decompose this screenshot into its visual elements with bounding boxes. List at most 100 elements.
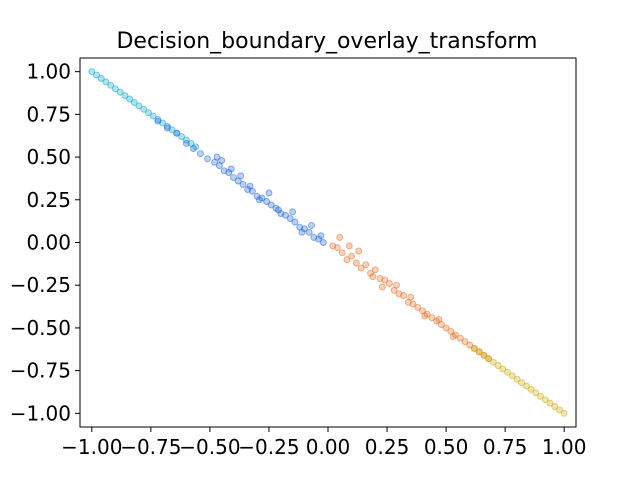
data-point: [556, 406, 563, 414]
data-point: [407, 293, 415, 301]
x-tick-label: −0.25: [238, 435, 299, 459]
data-point: [298, 228, 306, 236]
data-point: [88, 68, 96, 76]
x-tick-label: −0.75: [120, 435, 181, 459]
y-tick-label: 0.75: [26, 102, 71, 126]
data-point: [154, 117, 162, 125]
data-point: [352, 259, 360, 267]
data-point: [551, 403, 559, 410]
data-point: [489, 358, 497, 366]
data-point: [121, 92, 129, 100]
data-point: [126, 95, 134, 103]
data-point: [494, 362, 502, 369]
y-tick-label: 0.00: [26, 231, 71, 255]
data-point: [414, 303, 422, 311]
data-point: [256, 196, 263, 204]
data-point: [333, 244, 341, 252]
data-point: [274, 206, 282, 214]
data-point: [291, 218, 299, 226]
data-point: [267, 201, 275, 209]
data-point: [145, 109, 152, 117]
y-tick-label: −0.25: [10, 273, 71, 297]
series-1: [154, 117, 327, 246]
data-point: [393, 281, 400, 289]
data-point: [428, 314, 436, 322]
data-point: [348, 252, 356, 260]
data-point: [111, 85, 119, 93]
x-tick-label: 0.75: [483, 435, 528, 459]
data-point: [369, 273, 377, 281]
data-point: [381, 276, 389, 284]
y-tick-label: −1.00: [10, 401, 71, 425]
data-point: [475, 348, 483, 356]
data-point: [265, 189, 273, 197]
data-point: [107, 81, 115, 89]
data-point: [560, 409, 568, 417]
data-point: [367, 269, 374, 277]
x-tick-label: 0.25: [365, 435, 410, 459]
data-point: [508, 372, 516, 380]
y-tick-label: 1.00: [26, 60, 71, 84]
data-point: [173, 129, 181, 137]
data-point: [527, 385, 535, 393]
data-point: [246, 182, 254, 190]
data-point: [197, 150, 204, 158]
data-point: [421, 312, 429, 320]
data-point: [317, 232, 325, 240]
data-point: [338, 249, 346, 257]
series-3: [470, 344, 568, 417]
data-point: [400, 292, 408, 299]
data-point: [282, 211, 289, 219]
data-point: [149, 112, 157, 120]
data-point: [470, 344, 478, 352]
data-point: [435, 315, 443, 323]
data-point: [135, 102, 143, 110]
data-point: [409, 300, 417, 308]
data-point: [300, 225, 308, 233]
data-point: [385, 280, 393, 287]
data-point: [230, 174, 237, 182]
data-point: [227, 165, 235, 173]
data-point: [140, 105, 148, 113]
data-point: [362, 261, 370, 269]
data-point: [336, 233, 344, 241]
x-tick-label: 0.00: [306, 435, 351, 459]
x-tick-label: −1.00: [61, 435, 122, 459]
data-point: [263, 198, 271, 205]
y-tick-label: −0.50: [10, 316, 71, 340]
series-0: [88, 68, 200, 151]
data-point: [218, 157, 226, 164]
data-point: [456, 334, 464, 342]
data-point: [461, 338, 469, 346]
data-point: [239, 180, 247, 188]
y-tick-label: −0.75: [10, 359, 71, 383]
data-point: [308, 221, 315, 229]
x-tick-label: 0.50: [424, 435, 469, 459]
y-tick-label: 0.25: [26, 188, 71, 212]
data-point: [532, 389, 540, 397]
data-point: [97, 75, 105, 82]
data-point: [204, 155, 211, 163]
data-point: [378, 283, 386, 291]
data-point: [485, 355, 493, 363]
data-point: [541, 396, 549, 404]
data-point: [93, 71, 100, 79]
data-point: [225, 169, 233, 176]
data-point: [189, 145, 197, 152]
data-point: [546, 399, 554, 407]
data-point: [518, 379, 526, 387]
data-point: [499, 365, 507, 373]
data-point: [480, 351, 488, 359]
x-tick-label: 1.00: [542, 435, 587, 459]
data-point: [513, 375, 521, 383]
data-point: [504, 368, 511, 376]
data-point: [522, 382, 530, 390]
data-point: [449, 333, 457, 340]
data-point: [130, 98, 138, 106]
data-point: [371, 266, 379, 274]
data-point: [355, 247, 363, 255]
axes: −1.00−0.75−0.50−0.25 0.00 0.25 0.50 0.75 1.00…: [10, 57, 587, 459]
data-point: [315, 235, 323, 243]
data-point: [537, 392, 545, 400]
